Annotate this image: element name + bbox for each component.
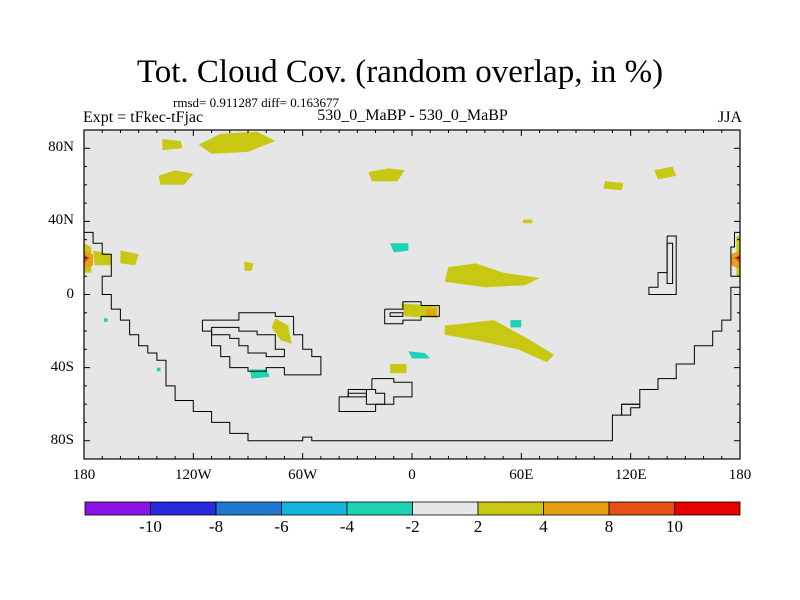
anomaly-patch [120, 250, 139, 266]
colorbar-label: -6 [274, 517, 289, 536]
anomaly-patch [84, 254, 90, 264]
colorbar-label: -2 [405, 517, 420, 536]
anomaly-patch [368, 168, 405, 182]
coastline [648, 235, 677, 295]
experiment-label: Expt = tFkec-tFjac [83, 109, 204, 126]
anomaly-patch [444, 263, 540, 288]
anomaly-patch [156, 367, 161, 372]
colorbar-swatch [84, 501, 151, 516]
colorbar-label: -10 [139, 517, 162, 536]
colorbar-label: 4 [539, 517, 548, 536]
anomaly-patch [734, 254, 740, 264]
colorbar-swatch [412, 501, 479, 516]
anomaly-patch [198, 131, 276, 154]
anomaly-patch [426, 309, 436, 317]
anomaly-patch [390, 364, 407, 374]
colorbar-swatch [346, 501, 413, 516]
season-label: JJA [717, 109, 742, 126]
coastline [84, 231, 740, 442]
colorbar-swatch [150, 501, 217, 516]
period-label: 530_0_MaBP - 530_0_MaBP [317, 107, 508, 124]
anomaly-patch [510, 320, 522, 328]
anomaly-patch [390, 243, 409, 253]
colorbar-swatch [215, 501, 282, 516]
x-tick-label: 180 [72, 467, 96, 483]
anomaly-patch [603, 181, 624, 191]
colorbar-swatch [674, 501, 741, 516]
colorbar-label: 10 [666, 517, 683, 536]
x-tick-label: 180 [728, 467, 752, 483]
anomaly-patch [244, 261, 254, 271]
coastline [347, 392, 367, 398]
anomaly-patch [158, 170, 194, 185]
colorbar-label: 8 [604, 517, 614, 536]
colorbar-label: -4 [339, 517, 355, 536]
anomaly-patch [523, 219, 533, 224]
anomaly-patch [408, 351, 431, 359]
y-tick-label: 40N [48, 212, 74, 229]
colorbar-swatch [543, 501, 610, 516]
coastline [621, 403, 641, 416]
coastline [338, 389, 386, 412]
anomaly-patch [271, 318, 292, 344]
colorbar-swatch [477, 501, 544, 516]
y-tick-label: 0 [66, 285, 75, 302]
coastline [211, 326, 285, 358]
x-tick-label: 60W [288, 467, 318, 483]
colorbar-label: 2 [473, 517, 483, 536]
anomaly-patch [84, 250, 94, 269]
anomaly-patch [162, 139, 183, 151]
x-tick-label: 120E [614, 467, 647, 483]
chart-title: Tot. Cloud Cov. (random overlap, in %) [136, 54, 664, 90]
colorbar-swatch [281, 501, 348, 516]
anomaly-patch [104, 318, 108, 322]
y-tick-label: 80S [50, 431, 74, 448]
coastline [384, 301, 440, 325]
anomaly-patch [730, 250, 740, 269]
anomaly-patch [444, 320, 555, 363]
coastline [365, 378, 413, 405]
coastline [730, 231, 740, 277]
x-tick-label: 0 [408, 467, 416, 483]
y-tick-label: 80N [48, 139, 74, 156]
anomaly-patch [654, 166, 677, 180]
coastline [201, 312, 322, 376]
colorbar-label: -8 [208, 517, 224, 536]
x-tick-label: 60E [509, 467, 534, 483]
y-tick-label: 40S [50, 358, 74, 375]
colorbar-swatch [608, 501, 675, 516]
coastline [389, 312, 404, 317]
x-tick-label: 120W [174, 467, 212, 483]
coastline [666, 242, 674, 284]
stats-label: rmsd= 0.911287 diff= 0.163677 [173, 95, 339, 110]
